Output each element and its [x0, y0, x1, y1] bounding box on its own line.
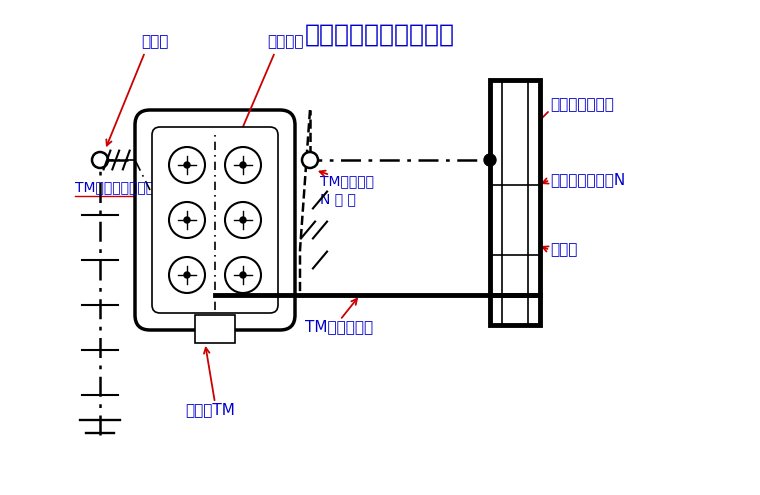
Circle shape [240, 217, 246, 223]
Circle shape [240, 272, 246, 278]
Circle shape [184, 217, 190, 223]
Circle shape [225, 257, 261, 293]
Bar [490, 80, 540, 325]
FancyBboxPatch shape [135, 110, 295, 330]
Text: TM外壳保护接地线: TM外壳保护接地线 [75, 180, 154, 194]
Circle shape [92, 152, 108, 168]
Circle shape [184, 162, 190, 168]
Text: TM工作零母线: TM工作零母线 [305, 319, 373, 335]
Text: TM工作零线
N 接 地: TM工作零线 N 接 地 [320, 174, 374, 206]
Circle shape [240, 162, 246, 168]
Text: 配电柜: 配电柜 [550, 243, 578, 257]
FancyBboxPatch shape [152, 127, 278, 313]
Circle shape [169, 147, 205, 183]
Text: 接地极: 接地极 [141, 35, 169, 50]
Text: 变配电接地系统示意图: 变配电接地系统示意图 [305, 23, 455, 47]
Circle shape [225, 202, 261, 238]
Circle shape [169, 257, 205, 293]
Circle shape [169, 202, 205, 238]
Circle shape [302, 152, 318, 168]
Circle shape [225, 147, 261, 183]
Circle shape [184, 272, 190, 278]
Text: 接地母线: 接地母线 [267, 35, 303, 50]
Text: 配电工作零母线N: 配电工作零母线N [550, 172, 625, 188]
Text: 配电柜外壳接地: 配电柜外壳接地 [550, 98, 614, 112]
Text: 变压器TM: 变压器TM [185, 402, 235, 417]
Bar [195, 315, 235, 343]
Circle shape [484, 154, 496, 166]
